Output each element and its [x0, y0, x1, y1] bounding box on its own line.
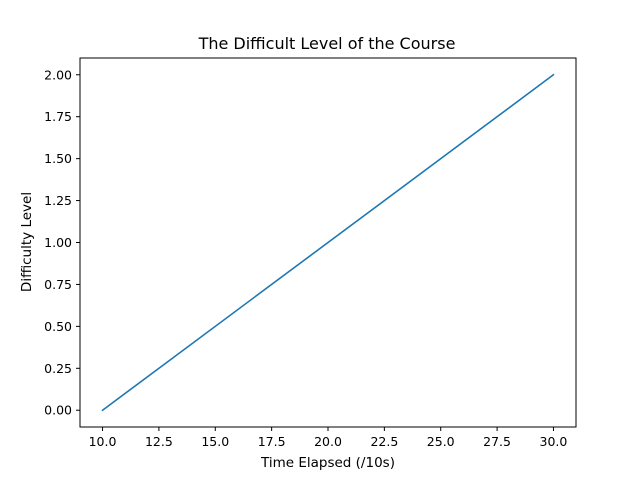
- series-layer: [101, 73, 555, 412]
- y-axis-ticks: 0.00 0.25 0.50 0.75 1.00 1.25 1.50 1.75 2.00: [44, 67, 80, 418]
- x-tick-label: 25.0: [427, 434, 455, 449]
- y-tick-label: 1.50: [44, 151, 72, 166]
- x-axis-label: Time Elapsed (/10s): [260, 455, 395, 471]
- x-tick-label: 15.0: [201, 434, 229, 449]
- chart-title: The Difficult Level of the Course: [198, 34, 456, 53]
- y-tick-label: 0.25: [44, 361, 72, 376]
- x-tick-label: 17.5: [258, 434, 286, 449]
- y-tick-label: 0.75: [44, 277, 72, 292]
- y-tick-label: 1.00: [44, 235, 72, 250]
- x-tick-label: 20.0: [314, 434, 342, 449]
- y-tick-label: 1.75: [44, 109, 72, 124]
- x-axis-ticks: 10.0 12.5 15.0 17.5 20.0 22.5 25.0 27.5 30.0: [89, 427, 568, 449]
- series-line: [101, 73, 555, 412]
- x-tick-label: 10.0: [89, 434, 117, 449]
- x-tick-label: 22.5: [370, 434, 398, 449]
- x-tick-label: 30.0: [540, 434, 568, 449]
- y-axis-label: Difficulty Level: [19, 192, 35, 292]
- y-tick-label: 1.25: [44, 193, 72, 208]
- y-tick-label: 0.00: [44, 403, 72, 418]
- plot-area-frame: [79, 57, 577, 428]
- y-tick-label: 0.50: [44, 319, 72, 334]
- x-tick-label: 12.5: [145, 434, 173, 449]
- x-tick-label: 27.5: [483, 434, 511, 449]
- y-tick-label: 2.00: [44, 67, 72, 82]
